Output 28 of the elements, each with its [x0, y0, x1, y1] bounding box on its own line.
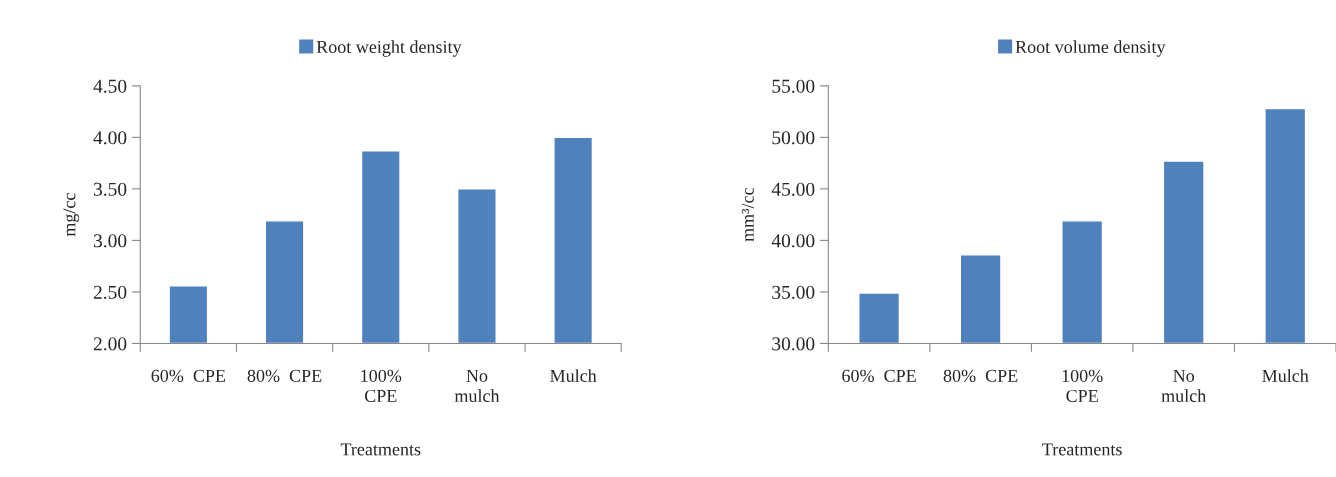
- y-tick-label: 45.00: [771, 182, 815, 196]
- y-tick-label: 55.00: [772, 79, 815, 93]
- x-tick-label: 100% CPE: [361, 369, 402, 403]
- x-tick-label: No mulch: [1161, 369, 1207, 403]
- y-tick-label: 4.50: [93, 79, 127, 93]
- x-tick-label: No mulch: [454, 369, 500, 403]
- y-tick-label: 3.00: [93, 234, 127, 248]
- y-tick-label: 35.00: [772, 285, 815, 299]
- x-tick-label: Mulch: [550, 369, 597, 382]
- y-tick-label: 4.00: [93, 131, 127, 145]
- legend-label: Root volume density: [1015, 40, 1166, 57]
- legend-label: Root weight density: [316, 40, 462, 57]
- x-axis-title: Treatments: [1042, 443, 1122, 456]
- y-axis-title: mm³/cc: [741, 187, 754, 242]
- y-tick-label: 2.00: [93, 337, 127, 351]
- x-tick-label: Mulch: [1262, 369, 1309, 382]
- x-tick-label: 80% CPE: [247, 369, 322, 382]
- y-axis-title: mg/cc: [63, 193, 80, 237]
- x-tick-label: 60% CPE: [842, 369, 916, 382]
- y-tick-label: 3.50: [93, 182, 127, 196]
- x-tick-label: 100% CPE: [1062, 369, 1103, 403]
- y-tick-label: 30.00: [772, 337, 815, 351]
- y-tick-label: 2.50: [93, 285, 127, 299]
- x-axis-title: Treatments: [340, 443, 421, 456]
- y-tick-label: 50.00: [772, 131, 815, 145]
- x-tick-label: 80% CPE: [943, 369, 1018, 382]
- x-tick-label: 60% CPE: [151, 369, 226, 382]
- y-tick-label: 40.00: [771, 234, 815, 248]
